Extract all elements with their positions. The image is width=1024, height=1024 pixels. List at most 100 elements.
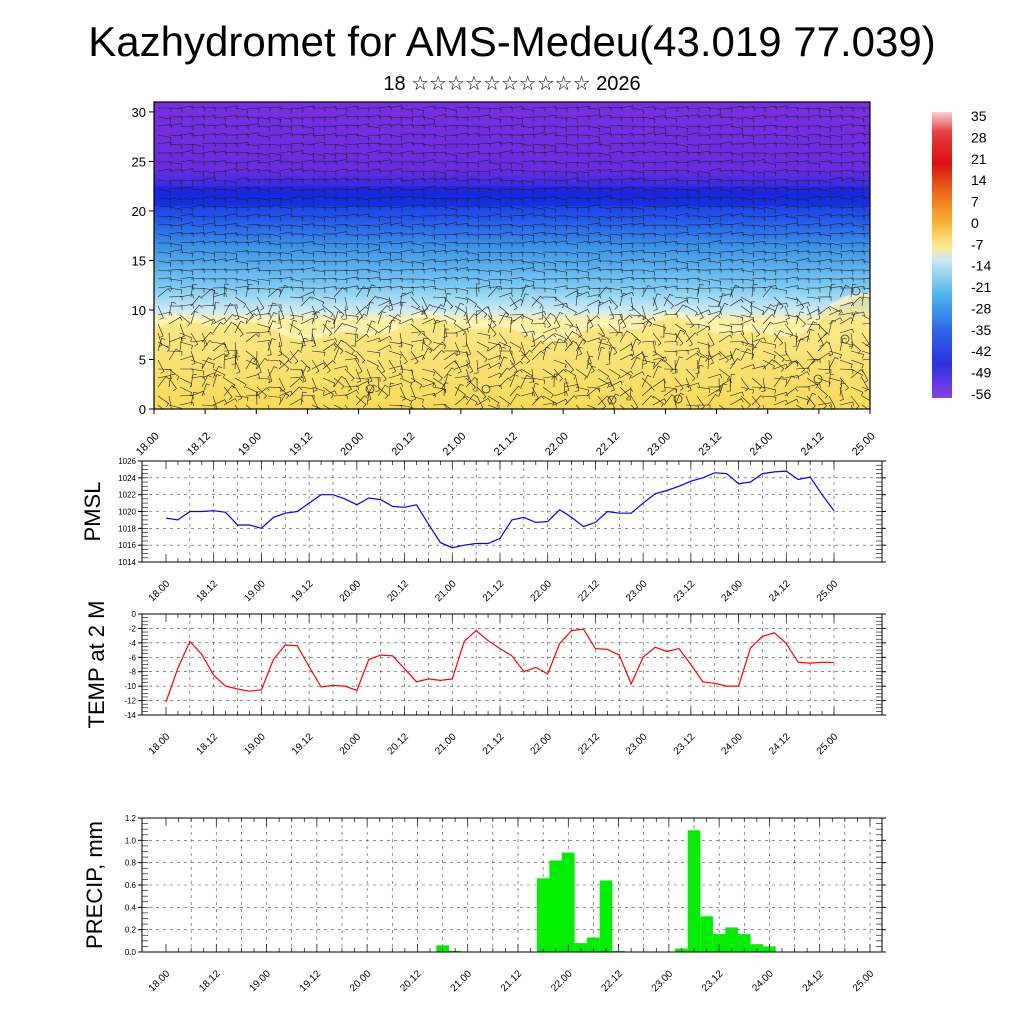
wind-barb — [179, 232, 194, 237]
wind-barb — [355, 197, 370, 204]
wind-barb — [828, 186, 843, 192]
wind-barb — [630, 314, 645, 321]
wind-barb — [388, 382, 403, 388]
wind-barb — [487, 278, 502, 285]
wind-barb — [256, 278, 271, 285]
y-tick-label: 0.4 — [125, 903, 137, 912]
wind-barb — [575, 125, 590, 130]
wind-barb — [432, 377, 445, 389]
wind-barb — [652, 332, 662, 346]
wind-barb — [476, 195, 491, 201]
wind-barb — [674, 304, 687, 316]
wind-barb — [696, 309, 711, 316]
wind-barb — [608, 116, 623, 123]
wind-barb — [366, 134, 381, 140]
wind-barb — [278, 161, 293, 166]
x-tick-label: 24.00 — [719, 731, 745, 757]
wind-barb — [190, 258, 205, 263]
wind-barb — [531, 151, 546, 157]
wind-barb — [190, 251, 205, 256]
wind-barb — [256, 161, 271, 168]
y-tick-label: 0.0 — [125, 948, 137, 957]
wind-barb — [234, 186, 249, 191]
wind-barb — [410, 152, 425, 158]
wind-barb — [795, 179, 810, 186]
wind-barb — [399, 141, 414, 147]
wind-barb — [696, 205, 711, 210]
wind-barb — [707, 133, 722, 138]
wind-barb — [531, 278, 546, 284]
wind-barb — [641, 150, 656, 156]
wind-barb — [498, 377, 512, 388]
wind-barb — [839, 359, 853, 369]
wind-barb — [487, 320, 496, 334]
wind-barb — [586, 386, 601, 393]
wind-barb — [333, 114, 348, 119]
wind-barb — [355, 134, 370, 142]
wind-barb — [773, 287, 788, 295]
wind-barb — [245, 359, 259, 370]
wind-barb — [784, 115, 799, 120]
wind-barb — [465, 107, 480, 112]
wind-barb — [641, 242, 656, 248]
wind-barb — [586, 287, 601, 293]
wind-barb — [421, 143, 436, 150]
wind-barb — [487, 168, 502, 173]
wind-barb — [542, 143, 557, 151]
wind-barb — [333, 305, 345, 318]
wind-barb — [322, 177, 337, 183]
wind-barb — [762, 197, 777, 205]
wind-barb — [388, 269, 403, 276]
wind-barb — [817, 188, 832, 196]
wind-barb — [245, 240, 260, 245]
wind-barb — [223, 313, 236, 325]
wind-barb — [575, 197, 590, 204]
wind-barb — [806, 205, 821, 210]
wind-barb — [520, 150, 535, 156]
wind-barb — [201, 240, 216, 246]
wind-barb — [542, 196, 557, 201]
wind-barb — [168, 179, 183, 186]
wind-barb — [245, 278, 260, 286]
wind-barb — [421, 249, 436, 255]
wind-barb — [630, 206, 645, 214]
precip-bar — [738, 934, 751, 952]
wind-barb — [443, 350, 458, 355]
wind-barb — [212, 197, 227, 204]
wind-barb — [432, 161, 447, 168]
wind-barb — [652, 206, 667, 212]
wind-barb — [432, 205, 447, 210]
wind-barb — [498, 251, 513, 258]
wind-barb — [157, 141, 172, 147]
colorbar-label: -14 — [971, 258, 991, 274]
wind-barb — [792, 332, 798, 347]
wind-barb — [784, 222, 799, 227]
wind-barb — [432, 107, 447, 112]
wind-barb — [190, 232, 205, 237]
wind-barb — [421, 278, 436, 285]
wind-barb — [773, 152, 788, 158]
wind-barb — [729, 197, 744, 202]
wind-barb — [421, 116, 436, 124]
wind-barb — [168, 348, 180, 361]
wind-barb — [575, 394, 590, 400]
wind-barb — [641, 116, 656, 123]
wind-barb — [751, 323, 761, 338]
wind-barb — [454, 287, 469, 295]
wind-barb — [432, 388, 447, 397]
wind-barb — [663, 285, 678, 291]
wind-barb — [201, 132, 216, 138]
wind-barb — [278, 284, 289, 298]
wind-barb — [674, 287, 689, 294]
wind-barb — [190, 295, 203, 307]
wind-barb — [311, 260, 326, 266]
wind-barb — [179, 125, 194, 131]
wind-barb — [663, 350, 678, 356]
wind-barb — [487, 343, 502, 352]
wind-barb — [432, 125, 447, 131]
wind-barb — [245, 305, 255, 320]
wind-barb — [538, 305, 544, 320]
x-tick-label: 22.00 — [529, 731, 555, 757]
wind-barb — [586, 350, 592, 365]
wind-barb — [597, 323, 606, 338]
